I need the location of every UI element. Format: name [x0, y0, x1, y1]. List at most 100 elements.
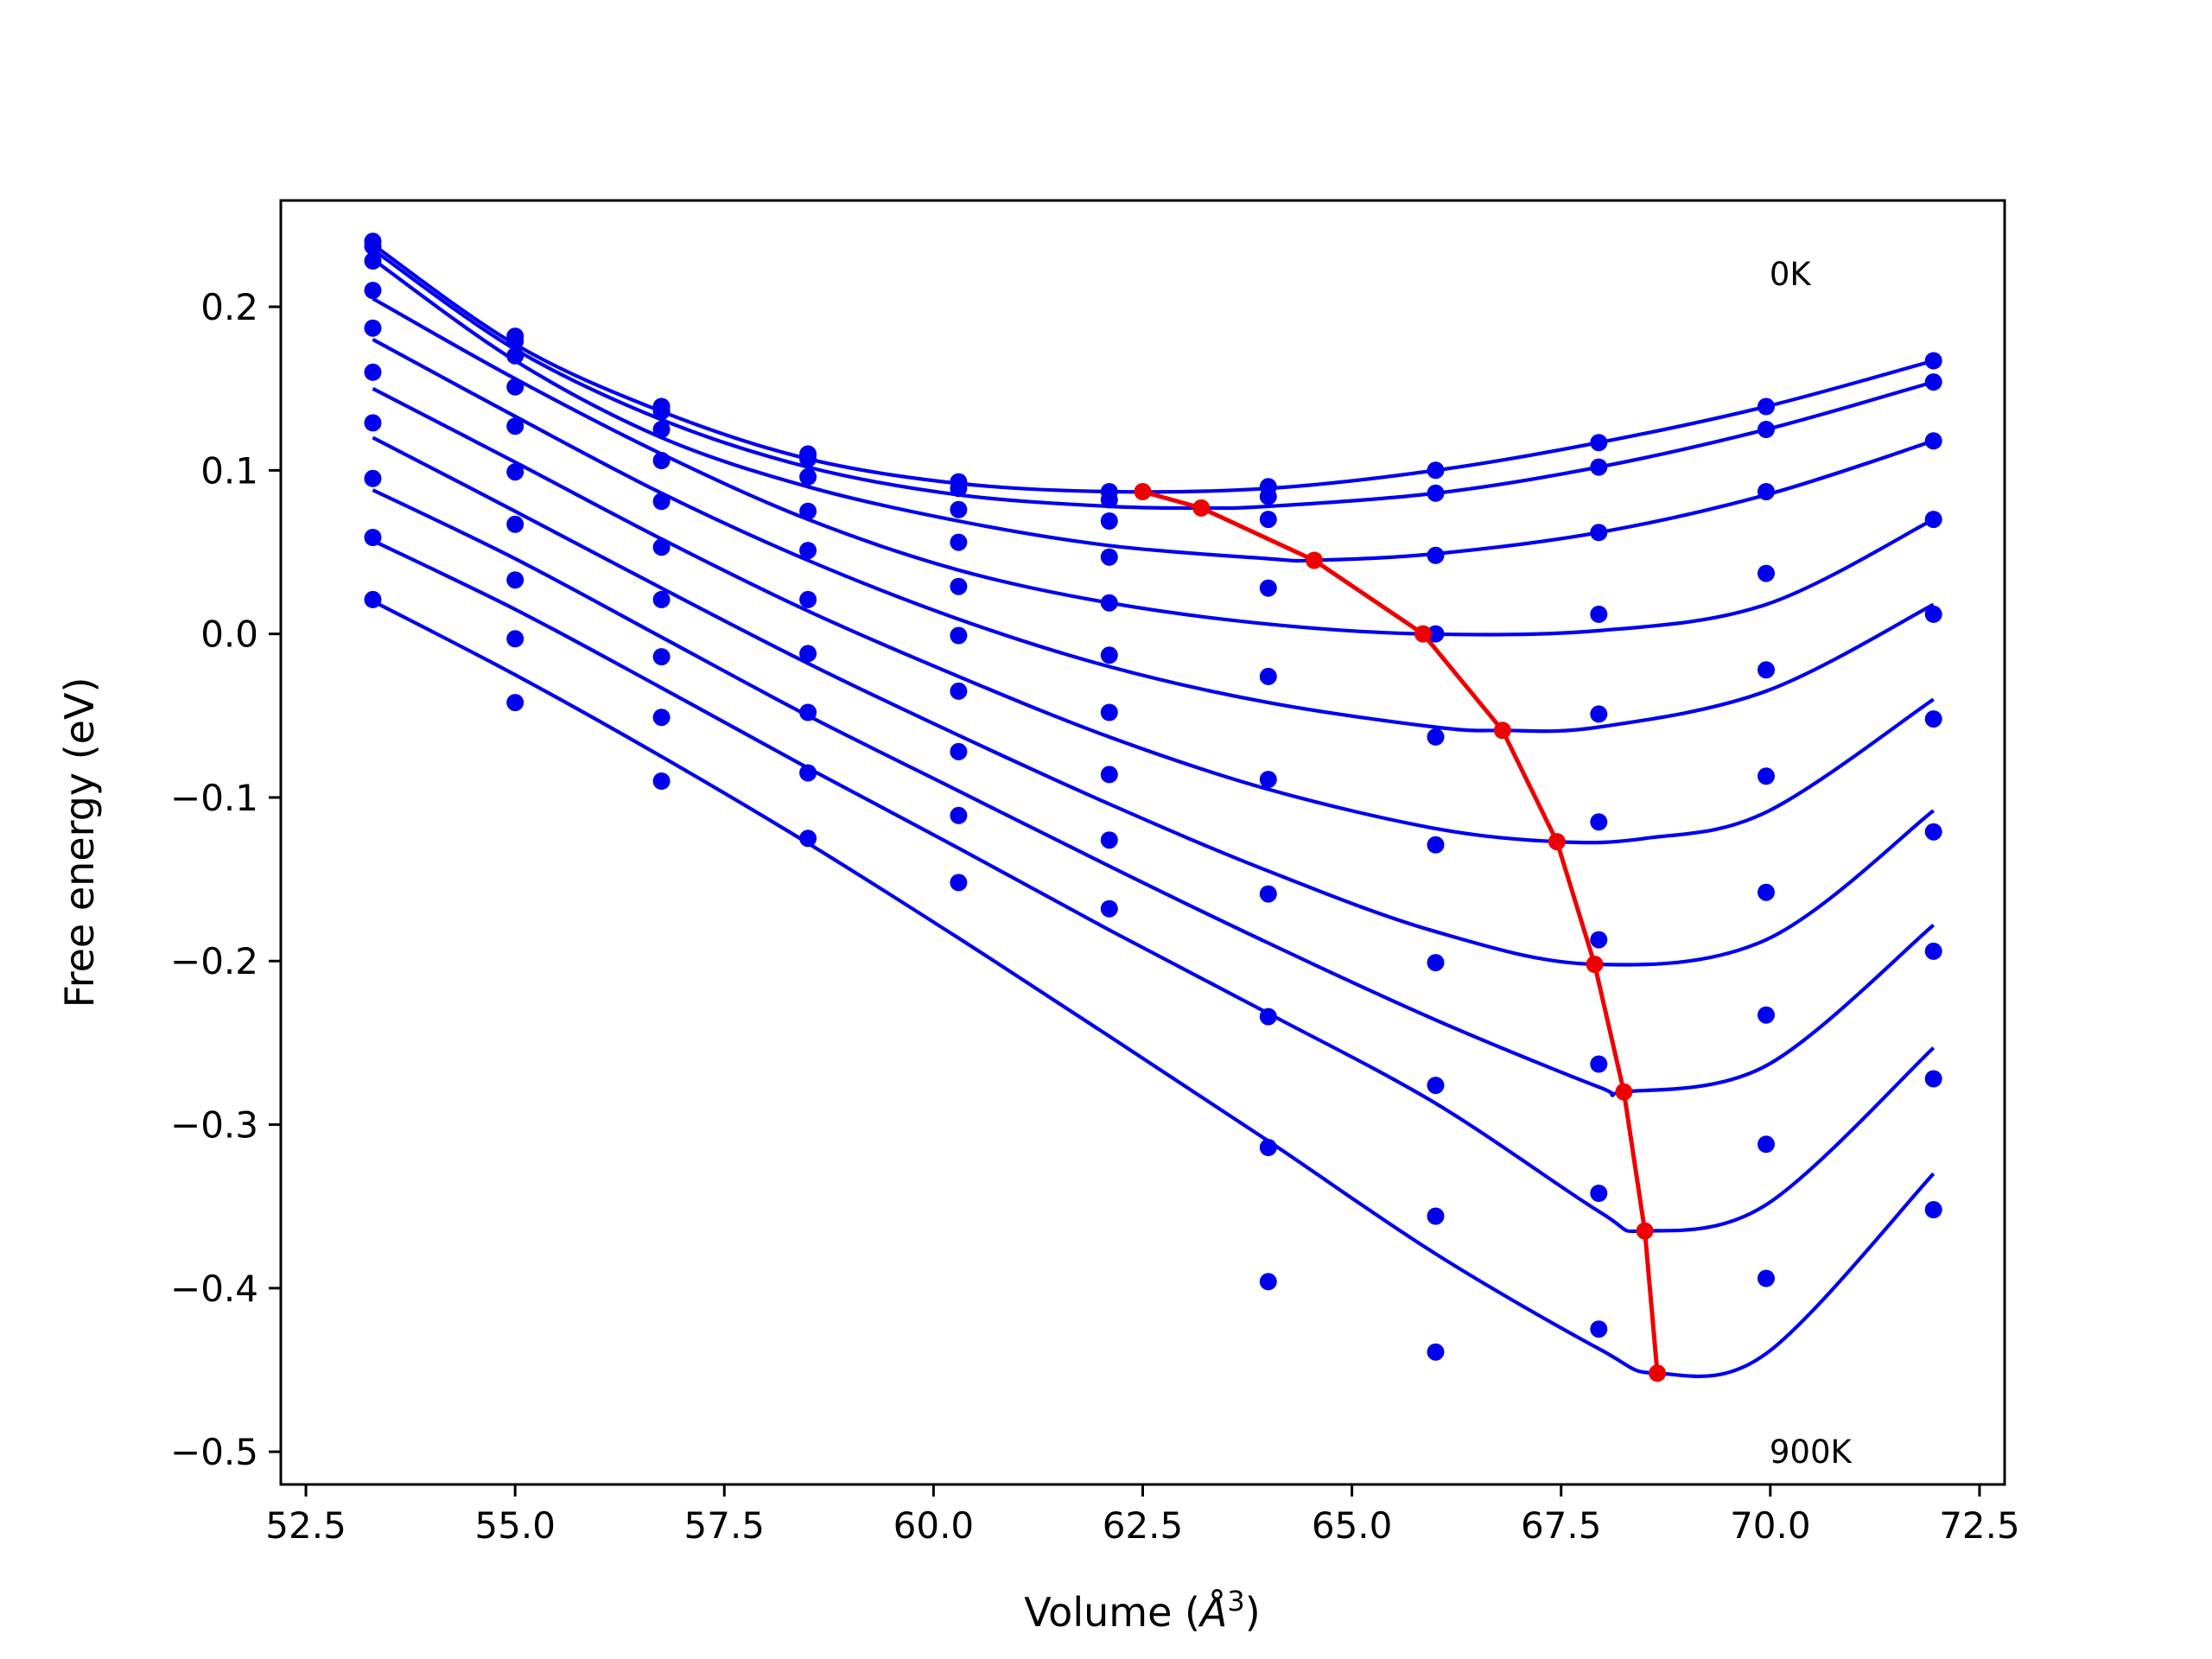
minimum-point — [1548, 833, 1566, 851]
data-point — [799, 830, 817, 848]
data-point — [1259, 667, 1277, 685]
minimum-point — [1636, 1222, 1654, 1240]
data-point — [1758, 397, 1775, 416]
x-tick-label: 65.0 — [1312, 1504, 1393, 1547]
x-tick-label: 72.5 — [1939, 1504, 2020, 1547]
data-point — [799, 764, 817, 782]
data-point — [1259, 511, 1277, 529]
data-point — [799, 590, 817, 608]
data-point — [506, 630, 524, 648]
fit-curve-1 — [372, 248, 1935, 511]
data-point — [1427, 728, 1445, 746]
data-point — [506, 463, 524, 481]
data-point — [1100, 491, 1118, 509]
data-point — [652, 538, 671, 556]
data-point — [1590, 605, 1608, 623]
y-tick-label: −0.1 — [170, 777, 258, 819]
data-point — [1427, 1077, 1445, 1095]
data-point — [1427, 625, 1445, 643]
x-tick-label: 60.0 — [893, 1504, 975, 1547]
data-point — [1100, 594, 1118, 612]
data-point — [1758, 483, 1775, 500]
data-point — [1924, 511, 1942, 529]
fit-curve-5 — [372, 386, 1935, 845]
data-point — [1100, 766, 1118, 784]
minimum-point — [1586, 956, 1604, 973]
minimum-point — [1414, 625, 1432, 643]
minimum-point — [1134, 483, 1152, 500]
data-point — [652, 403, 671, 421]
data-point — [1427, 484, 1445, 502]
data-point — [506, 346, 524, 365]
data-point — [1259, 487, 1277, 505]
minimum-point — [1649, 1364, 1667, 1382]
y-tick-label: −0.5 — [170, 1431, 258, 1473]
data-point — [950, 533, 968, 551]
data-point — [950, 480, 968, 498]
data-point — [364, 252, 382, 270]
data-point — [1427, 954, 1445, 972]
data-point — [652, 590, 671, 608]
annotation-label: 900K — [1770, 1433, 1853, 1471]
data-point — [1758, 767, 1775, 785]
minimum-point — [1615, 1083, 1633, 1101]
data-point — [364, 282, 382, 300]
data-point — [652, 452, 671, 469]
data-point — [1590, 813, 1608, 831]
data-point — [1427, 1207, 1445, 1225]
fit-curve-0 — [372, 243, 1935, 494]
data-point — [1924, 1201, 1942, 1218]
data-point — [1590, 1320, 1608, 1338]
data-point — [799, 542, 817, 560]
y-axis-title: Free energy (eV) — [56, 677, 103, 1008]
data-point — [1590, 1185, 1608, 1202]
data-point — [1259, 885, 1277, 903]
data-point — [1758, 1006, 1775, 1024]
minimum-point — [1192, 499, 1211, 517]
data-point — [1259, 1007, 1277, 1026]
data-point — [1259, 579, 1277, 597]
data-point — [506, 332, 524, 350]
data-point — [799, 502, 817, 520]
data-point — [652, 493, 671, 511]
data-point — [364, 414, 382, 432]
data-point — [950, 682, 968, 700]
y-tick-label: 0.1 — [200, 449, 258, 492]
data-point — [1924, 823, 1942, 841]
y-tick-label: 0.0 — [200, 613, 258, 656]
data-point — [1590, 524, 1608, 542]
data-point — [1259, 771, 1277, 789]
x-tick-label: 55.0 — [474, 1504, 556, 1547]
data-point — [1590, 1055, 1608, 1073]
data-point — [1259, 1139, 1277, 1156]
x-tick-label: 52.5 — [265, 1504, 346, 1547]
minima-line — [1141, 489, 1660, 1374]
fit-curve-9 — [372, 599, 1936, 1378]
fit-curve-2 — [372, 257, 1935, 563]
data-point — [1758, 1269, 1775, 1287]
data-points — [364, 232, 1942, 1361]
data-point — [1259, 1273, 1277, 1291]
data-point — [506, 571, 524, 589]
data-point — [1924, 942, 1942, 960]
data-point — [1100, 646, 1118, 664]
data-point — [1924, 373, 1942, 391]
fit-curve-4 — [372, 338, 1935, 734]
data-point — [1590, 458, 1608, 476]
fit-curve-6 — [372, 435, 1935, 967]
x-tick-label: 62.5 — [1103, 1504, 1184, 1547]
data-point — [1758, 661, 1775, 679]
fit-curve-8 — [372, 538, 1936, 1234]
data-point — [1590, 931, 1608, 949]
annotations: 0K 900K — [1770, 256, 1853, 1471]
data-point — [1427, 461, 1445, 480]
data-point — [1758, 1135, 1775, 1154]
data-point — [1100, 899, 1118, 918]
data-point — [799, 645, 817, 663]
data-point — [950, 806, 968, 824]
y-tick-label: −0.2 — [170, 940, 258, 982]
x-tick-label: 57.5 — [684, 1504, 766, 1547]
data-point — [1924, 710, 1942, 728]
y-tick-label: −0.4 — [170, 1268, 258, 1310]
